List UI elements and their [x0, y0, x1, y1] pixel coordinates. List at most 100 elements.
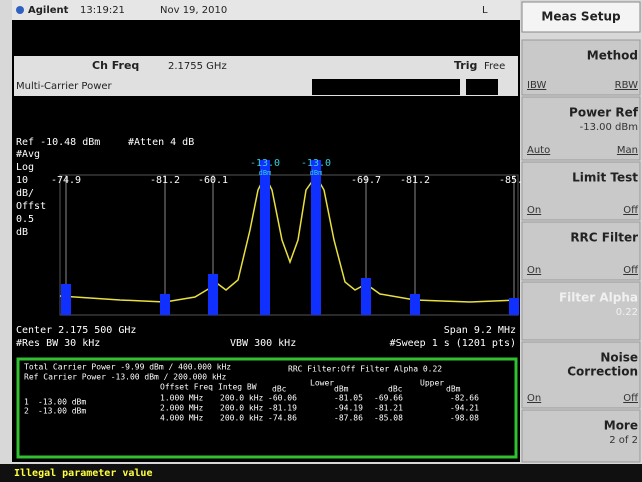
indicator: L	[482, 5, 488, 16]
result-text: -87.86	[334, 414, 363, 423]
softkey-label: More	[604, 419, 638, 433]
softkey-option: Man	[617, 145, 638, 156]
result-text: -94.19	[334, 404, 363, 413]
center-freq: Center 2.175 500 GHz	[16, 325, 136, 336]
result-text: Lower	[310, 379, 334, 388]
softkey-option: Off	[623, 265, 639, 276]
ref-level: Ref -10.48 dBm	[16, 137, 100, 148]
result-text: dBc	[272, 385, 287, 394]
channel-bar	[509, 298, 519, 315]
result-text: -81.05	[334, 394, 363, 403]
indicator-box	[466, 79, 498, 95]
result-text: Offset Freq	[160, 383, 213, 392]
softkey-option: Off	[623, 393, 639, 404]
channel-bar	[61, 284, 71, 315]
marker-unit: dBm	[259, 169, 272, 177]
softkey-value: 0.22	[616, 307, 638, 318]
result-text: 2.000 MHz	[160, 404, 204, 413]
marker-value: -13.0	[301, 158, 331, 169]
message-bar	[0, 464, 642, 482]
scale-label: dB	[16, 227, 28, 238]
result-text: 200.0 kHz	[220, 414, 264, 423]
res-bw: #Res BW 30 kHz	[16, 338, 100, 349]
softkey-label: Method	[587, 49, 638, 63]
scale-label: Log	[16, 162, 34, 173]
result-text: RRC Filter:Off Filter Alpha 0.22	[288, 365, 442, 374]
plot-area	[59, 160, 519, 316]
result-text: dBm	[446, 385, 461, 394]
softkey	[521, 341, 641, 409]
result-text: 200.0 kHz	[220, 394, 264, 403]
ch-freq-label: Ch Freq	[92, 59, 139, 72]
scale-label: #Avg	[16, 149, 40, 160]
softkey-option: Off	[623, 205, 639, 216]
result-text: -85.08	[374, 414, 403, 423]
result-text: dBm	[334, 385, 349, 394]
result-text: dBc	[388, 385, 403, 394]
channel-bar	[410, 294, 420, 315]
result-text: Upper	[420, 379, 444, 388]
softkey	[521, 281, 641, 341]
time: 13:19:21	[80, 5, 125, 16]
channel-bar	[208, 274, 218, 315]
message: Illegal parameter value	[14, 468, 152, 479]
softkey-option: On	[527, 205, 541, 216]
marker-value: -81.2	[400, 175, 430, 186]
softkey-option: On	[527, 393, 541, 404]
menu-title: Meas Setup	[541, 10, 621, 24]
results-box	[16, 357, 518, 459]
marker-value: -81.2	[150, 175, 180, 186]
result-text: -94.21	[450, 404, 479, 413]
softkey	[521, 96, 641, 161]
result-text: -98.08	[450, 414, 479, 423]
result-text: -60.06	[268, 394, 297, 403]
result-text: -69.66	[374, 394, 403, 403]
scale-label: 10	[16, 175, 28, 186]
result-text: -82.66	[450, 394, 479, 403]
marker-unit: dBm	[310, 169, 323, 177]
softkey-label: Limit Test	[572, 171, 638, 185]
result-text: -74.86	[268, 414, 297, 423]
result-text: 4.000 MHz	[160, 414, 204, 423]
status-bar	[12, 0, 520, 20]
marker-value: -74.9	[51, 175, 81, 186]
softkey	[521, 39, 641, 96]
scale-label: Offst	[16, 201, 46, 212]
softkey-option: Auto	[527, 145, 550, 156]
plot-frame	[59, 174, 519, 316]
indicator-box	[312, 79, 460, 95]
result-text: Ref Carrier Power -13.00 dBm / 200.000 k…	[24, 373, 226, 382]
softkey-label: Filter Alpha	[559, 291, 638, 305]
result-text: Integ BW	[218, 383, 257, 392]
result-text: 1	[24, 398, 29, 407]
result-text: -81.21	[374, 404, 403, 413]
span: Span 9.2 MHz	[444, 325, 516, 336]
result-text: -13.00 dBm	[38, 398, 86, 407]
softkey-label: Power Ref	[569, 106, 639, 120]
channel-bar	[160, 294, 170, 315]
softkey-value: 2 of 2	[609, 435, 638, 446]
result-text: 200.0 kHz	[220, 404, 264, 413]
scale-label: 0.5	[16, 214, 34, 225]
marker-value: -85.9	[499, 175, 529, 186]
scale-label: dB/	[16, 188, 34, 199]
softkey-label: Correction	[567, 365, 638, 379]
trig-value: Free	[484, 61, 505, 72]
marker-value: -13.0	[250, 158, 280, 169]
result-text: 2	[24, 407, 29, 416]
softkey	[521, 221, 641, 281]
date: Nov 19, 2010	[160, 5, 227, 16]
softkey-option: IBW	[527, 80, 546, 91]
result-text: -13.00 dBm	[38, 407, 86, 416]
vbw: VBW 300 kHz	[230, 338, 296, 349]
menu-title-box	[521, 1, 641, 33]
ch-freq-value: 2.1755 GHz	[168, 61, 227, 72]
result-text: -81.19	[268, 404, 297, 413]
channel-bar	[260, 160, 270, 315]
softkey-option: RBW	[615, 80, 638, 91]
result-text: Total Carrier Power -9.99 dBm / 400.000 …	[24, 363, 231, 372]
result-text: 1.000 MHz	[160, 394, 204, 403]
attenuation: #Atten 4 dB	[128, 137, 194, 148]
softkey-label: RRC Filter	[570, 231, 638, 245]
